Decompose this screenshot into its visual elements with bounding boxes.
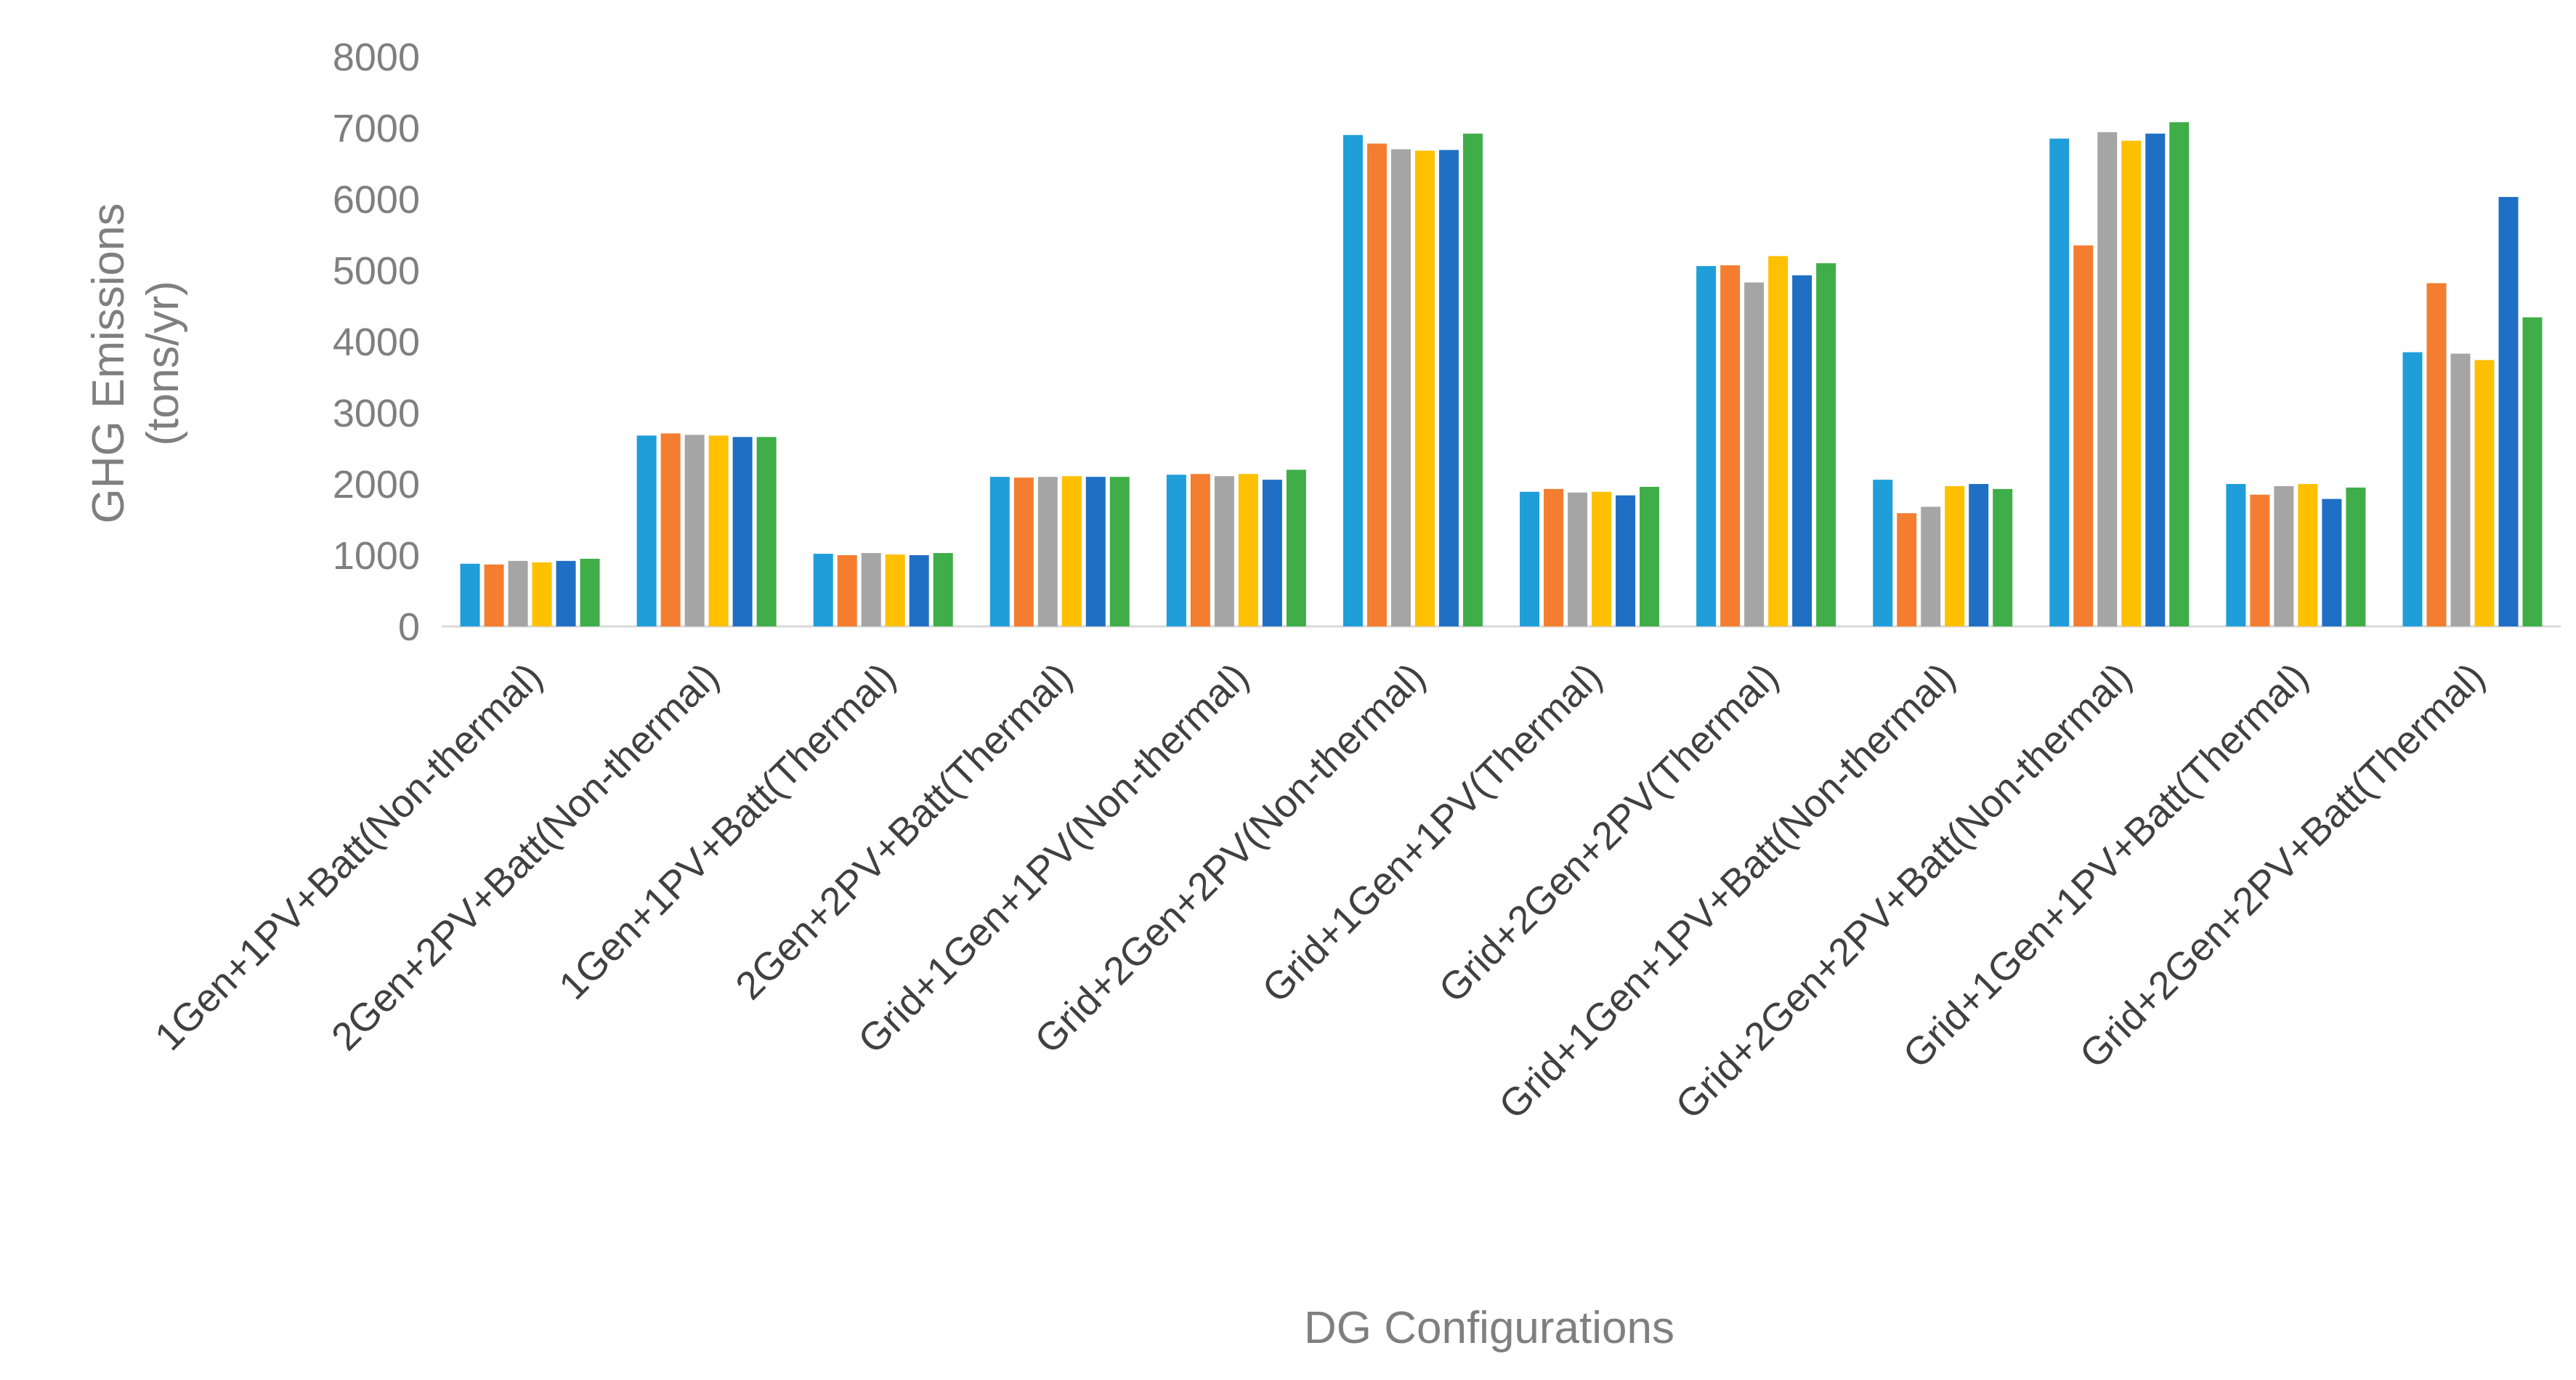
bar (1696, 266, 1717, 626)
y-tick-label: 3000 (333, 392, 420, 435)
bar (885, 554, 905, 626)
bar (837, 555, 857, 626)
x-category-label: Grid+2Gen+2PV(Thermal) (1430, 655, 1786, 1011)
bar (508, 560, 528, 626)
bar (1768, 256, 1789, 626)
x-category-label: 2Gen+2PV+Batt(Thermal) (727, 655, 1080, 1008)
bar (708, 435, 729, 626)
bar (933, 553, 953, 626)
bar (1720, 265, 1741, 626)
bar (1061, 476, 1082, 626)
y-axis: 0 1000 2000 3000 4000 5000 6000 7000 8000 (333, 36, 420, 649)
y-axis-title-line-1: GHG Emissions (84, 203, 134, 524)
bar (2322, 499, 2342, 626)
x-axis-title: DG Configurations (1304, 1303, 1674, 1353)
bar (2145, 133, 2166, 627)
bar (636, 435, 657, 626)
bar (1616, 495, 1636, 626)
bar (1286, 469, 1306, 626)
bar (2169, 122, 2190, 626)
bar (1969, 484, 1989, 626)
x-category-label: 1Gen+1PV+Batt(Non-thermal) (147, 655, 551, 1059)
bar (2097, 132, 2118, 626)
bar (909, 555, 929, 626)
bar (1214, 476, 1234, 626)
bar (989, 477, 1010, 626)
bar (1414, 150, 1435, 627)
bar (2226, 484, 2246, 626)
bar (2498, 197, 2519, 626)
x-category-label: Grid+1Gen+1PV(Non-thermal) (850, 655, 1257, 1062)
bar (660, 433, 681, 626)
bar (1366, 143, 1387, 626)
bar (2250, 494, 2270, 626)
bar (1640, 486, 1660, 626)
bar (1945, 485, 1965, 626)
bar (1792, 275, 1812, 626)
bar (2450, 353, 2471, 626)
y-tick-label: 6000 (333, 178, 420, 222)
bar (1037, 477, 1058, 626)
bar (861, 553, 881, 626)
y-tick-label: 1000 (333, 534, 420, 578)
bar (1262, 480, 1282, 626)
bar (2522, 317, 2543, 626)
y-tick-label: 0 (398, 605, 420, 649)
bar (1390, 149, 1411, 626)
bar (1568, 492, 1588, 626)
bar (1190, 474, 1210, 626)
bar (1744, 282, 1765, 626)
bar (460, 563, 480, 626)
x-category-label: 2Gen+2PV+Batt(Non-thermal) (323, 655, 727, 1059)
y-tick-label: 2000 (333, 463, 420, 507)
bar (1873, 480, 1893, 626)
bar (1544, 488, 1564, 626)
y-tick-label: 4000 (333, 320, 420, 364)
bars (460, 122, 2543, 627)
bar (2274, 485, 2294, 626)
bar (756, 437, 777, 626)
bar (1342, 134, 1363, 627)
x-axis-category-labels: 1Gen+1PV+Batt(Non-thermal)2Gen+2PV+Batt(… (147, 655, 2493, 1127)
bar (1166, 475, 1186, 626)
bar (1921, 507, 1941, 626)
bar (1238, 474, 1258, 626)
bar (484, 564, 504, 626)
bar (684, 435, 705, 626)
bar (1438, 150, 1459, 626)
bar (1993, 488, 2013, 626)
y-axis-title-line-2: (tons/yr) (138, 281, 188, 445)
bar (1520, 491, 1540, 626)
bar (2402, 352, 2423, 626)
y-tick-label: 5000 (333, 249, 420, 293)
bar (2049, 138, 2070, 626)
bar (2298, 484, 2318, 626)
bar (2346, 487, 2366, 626)
bar (1816, 263, 1836, 626)
x-category-label: Grid+2Gen+2PV(Non-thermal) (1026, 655, 1433, 1062)
bar (1897, 513, 1917, 626)
bar (813, 554, 833, 626)
bar (580, 558, 600, 626)
bar (1109, 477, 1130, 626)
bar (1085, 477, 1106, 626)
bar (556, 560, 576, 626)
bar (1462, 133, 1483, 627)
y-tick-label: 7000 (333, 107, 420, 150)
x-category-label: 1Gen+1PV+Batt(Thermal) (551, 655, 904, 1008)
bar (2426, 283, 2447, 626)
x-category-label: Grid+1Gen+1PV(Thermal) (1254, 655, 1610, 1011)
bar (1013, 477, 1034, 626)
bar (2121, 140, 2142, 626)
bar (1592, 491, 1612, 626)
bar (532, 562, 552, 626)
bar (2073, 245, 2094, 626)
bar (2474, 360, 2495, 626)
bar (732, 437, 753, 626)
y-tick-label: 8000 (333, 36, 420, 79)
